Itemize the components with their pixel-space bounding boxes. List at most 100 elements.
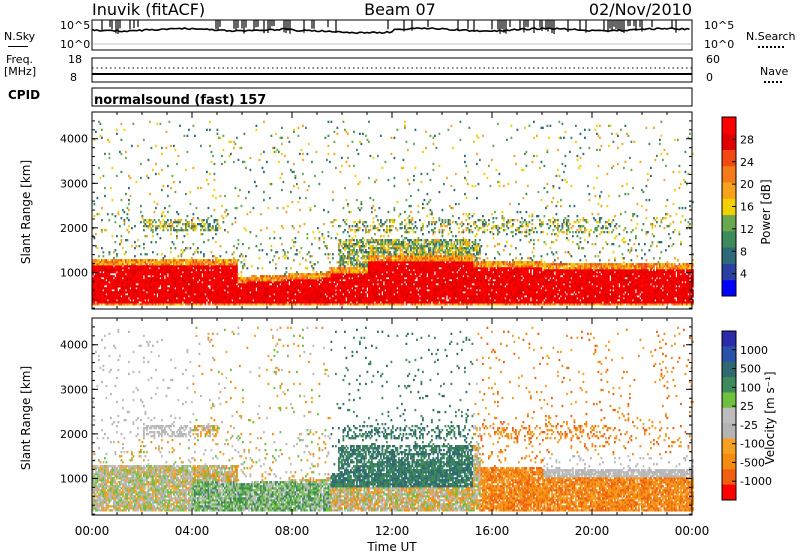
power-cell xyxy=(155,295,157,298)
power-cell xyxy=(92,281,94,284)
power-cell xyxy=(179,269,181,272)
power-cell xyxy=(333,271,336,274)
power-cell xyxy=(170,263,172,266)
power-cell xyxy=(134,291,136,294)
power-cell xyxy=(197,217,199,220)
power-cell xyxy=(105,265,108,268)
power-cell xyxy=(336,267,339,270)
power-cell xyxy=(383,247,385,250)
power-cell xyxy=(278,291,280,294)
power-cell xyxy=(96,277,99,280)
power-cell xyxy=(120,235,123,238)
power-cell xyxy=(221,277,223,280)
power-cell xyxy=(378,295,381,298)
power-cell xyxy=(204,295,207,298)
power-cell xyxy=(92,265,94,268)
power-cell xyxy=(375,178,378,182)
power-cell xyxy=(219,269,222,272)
power-cell xyxy=(120,138,123,142)
power-cell xyxy=(120,265,123,268)
power-cell xyxy=(209,120,211,124)
power-cell xyxy=(225,275,228,278)
power-cell xyxy=(177,255,180,258)
power-cell xyxy=(252,301,255,304)
power-cell xyxy=(107,277,109,280)
power-cell xyxy=(269,196,271,200)
power-cell xyxy=(117,271,120,274)
power-cell xyxy=(299,301,301,304)
power-cell xyxy=(375,247,378,250)
power-cell xyxy=(324,136,327,140)
power-cell xyxy=(315,275,318,278)
power-cell xyxy=(150,229,153,232)
power-cell xyxy=(359,277,361,280)
power-cell xyxy=(168,283,171,286)
power-cell xyxy=(380,281,382,284)
power-cell xyxy=(353,273,355,276)
power-cell xyxy=(254,285,256,288)
power-cell xyxy=(377,229,379,232)
power-cell xyxy=(290,273,292,276)
power-cell xyxy=(120,273,123,276)
power-cell xyxy=(153,265,156,268)
power-cell xyxy=(168,301,171,304)
power-cell xyxy=(195,275,198,278)
power-cell xyxy=(173,229,175,232)
power-cell xyxy=(120,217,123,220)
power-cell xyxy=(248,303,250,306)
power-cell xyxy=(213,188,216,192)
power-cell xyxy=(116,277,118,280)
power-cell xyxy=(176,221,178,224)
power-cell xyxy=(198,267,201,270)
power-cell xyxy=(339,275,342,278)
power-cell xyxy=(239,188,241,192)
power-cell xyxy=(122,287,124,290)
power-cell xyxy=(149,281,151,284)
power-cell xyxy=(368,259,370,262)
power-cell xyxy=(191,259,193,262)
power-cell xyxy=(366,269,369,272)
power-cell xyxy=(357,221,360,224)
power-cell xyxy=(218,303,220,306)
power-cell xyxy=(306,275,309,278)
power-cell xyxy=(227,275,229,278)
power-cell xyxy=(345,271,348,274)
power-cell xyxy=(188,281,190,284)
power-cell xyxy=(105,283,108,286)
power-cell xyxy=(141,263,144,266)
power-cell xyxy=(260,275,262,278)
power-cell xyxy=(389,227,391,230)
power-cell xyxy=(93,202,96,206)
power-cell xyxy=(215,277,217,280)
power-cell xyxy=(384,279,387,282)
power-cell xyxy=(195,281,198,284)
power-cell xyxy=(170,289,172,292)
power-cell xyxy=(191,293,193,296)
power-cell xyxy=(183,299,186,302)
power-cell xyxy=(258,291,261,294)
power-cell xyxy=(339,269,342,272)
power-cell xyxy=(350,283,352,286)
power-cell xyxy=(221,275,223,278)
power-cell xyxy=(173,281,175,284)
power-cell xyxy=(375,279,378,282)
power-cell xyxy=(275,297,277,300)
power-cell xyxy=(152,297,154,300)
power-cell xyxy=(165,271,168,274)
power-cell xyxy=(197,289,199,292)
power-cell xyxy=(234,287,237,290)
power-cell xyxy=(104,281,106,284)
power-cell xyxy=(164,221,166,224)
power-cell xyxy=(363,291,366,294)
power-cell xyxy=(195,291,198,294)
power-cell xyxy=(191,295,193,298)
power-cell xyxy=(165,275,168,278)
power-cell xyxy=(231,289,234,292)
power-cell xyxy=(93,285,96,288)
power-cell xyxy=(308,251,310,254)
power-cell xyxy=(108,152,111,156)
power-cell xyxy=(137,301,139,304)
power-cell xyxy=(378,223,381,226)
power-cell xyxy=(254,275,256,278)
power-cell xyxy=(267,277,270,280)
